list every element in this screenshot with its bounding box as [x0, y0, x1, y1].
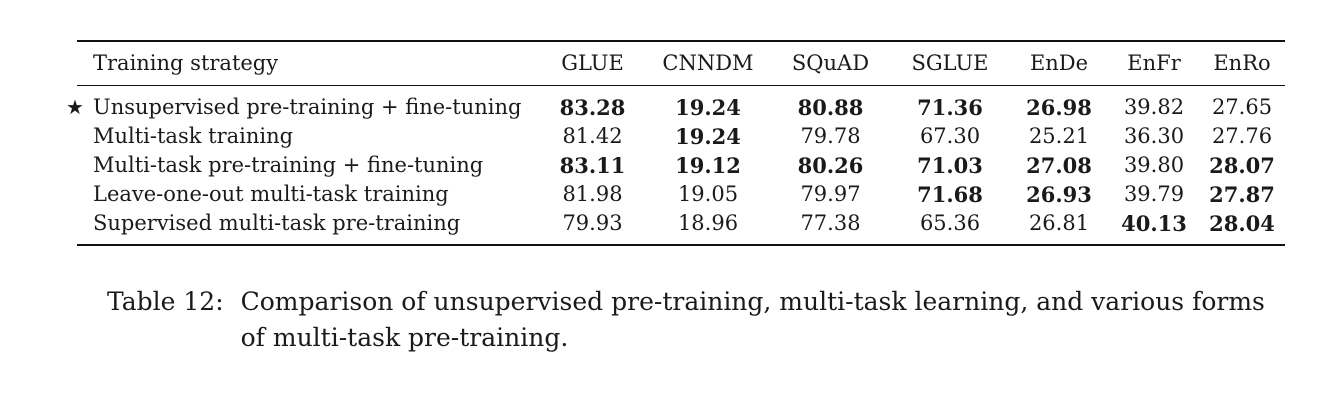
cell-cnndm: 19.24 — [675, 123, 741, 149]
baseline-star-icon: ★ — [66, 94, 84, 119]
cell-cnndm: 19.24 — [675, 94, 741, 120]
results-table: Training strategy GLUE CNNDM SQuAD SGLUE… — [66, 40, 1285, 246]
cell-squad: 80.26 — [797, 152, 864, 178]
cell-cnndm: 19.05 — [677, 181, 739, 206]
strategy-label: Multi-task pre-training + fine-tuning — [93, 152, 484, 177]
table-row: Multi-task training 81.42 19.24 79.78 67.30 2… — [77, 122, 1285, 151]
cell-enfr: 40.13 — [1109, 208, 1199, 246]
cell-glue: 81.98 — [562, 181, 623, 206]
cell-enfr: 39.79 — [1123, 181, 1185, 206]
cell-glue: 81.42 — [562, 123, 623, 148]
column-header-training-strategy: Training strategy — [77, 40, 539, 86]
table-row: Leave-one-out multi-task training 81.98 19… — [77, 180, 1285, 209]
column-header-sglue: SGLUE — [891, 40, 1009, 86]
cell-squad: 80.88 — [797, 94, 864, 120]
cell-enfr: 36.30 — [1123, 123, 1185, 148]
cell-enfr: 39.82 — [1123, 94, 1185, 119]
cell-sglue: 65.36 — [891, 208, 1009, 246]
table-row: ★ Unsupervised pre-training + fine-tuning… — [66, 85, 1285, 122]
table-header-row: Training strategy GLUE CNNDM SQuAD SGLUE… — [77, 40, 1285, 86]
cell-enro: 27.65 — [1211, 94, 1273, 119]
cell-sglue: 71.03 — [917, 152, 983, 178]
column-header-squad: SQuAD — [770, 40, 891, 86]
column-header-cnndm: CNNDM — [646, 40, 770, 86]
cell-ende: 25.21 — [1028, 123, 1090, 148]
column-header-ende: EnDe — [1009, 40, 1109, 86]
cell-sglue: 67.30 — [919, 123, 981, 148]
cell-glue: 83.11 — [559, 152, 626, 178]
column-header-glue: GLUE — [539, 40, 646, 86]
cell-training-strategy: Supervised multi-task pre-training — [77, 208, 539, 246]
cell-training-strategy: Multi-task pre-training + fine-tuning — [77, 151, 539, 180]
cell-sglue: 71.36 — [917, 94, 983, 120]
column-header-enro: EnRo — [1199, 40, 1285, 86]
strategy-label: Supervised multi-task pre-training — [93, 210, 461, 235]
cell-enro: 28.07 — [1209, 152, 1275, 178]
cell-squad: 77.38 — [770, 208, 891, 246]
table-body: ★ Unsupervised pre-training + fine-tuning… — [66, 85, 1285, 246]
cell-cnndm: 18.96 — [646, 208, 770, 246]
column-header-enfr: EnFr — [1109, 40, 1199, 86]
cell-enro: 28.04 — [1199, 208, 1285, 246]
cell-enro: 27.76 — [1211, 123, 1273, 148]
cell-ende: 26.98 — [1026, 94, 1092, 120]
cell-enro: 27.87 — [1209, 181, 1275, 207]
cell-sglue: 71.68 — [917, 181, 983, 207]
caption-text: Comparison of unsupervised pre-training,… — [240, 287, 1265, 352]
strategy-label: Multi-task training — [93, 123, 294, 148]
cell-ende: 26.93 — [1026, 181, 1092, 207]
cell-training-strategy: ★ Unsupervised pre-training + fine-tuning — [66, 85, 539, 122]
table-row: Multi-task pre-training + fine-tuning 83.… — [77, 151, 1285, 180]
table-row: Supervised multi-task pre-training 79.93 1… — [77, 208, 1285, 246]
cell-ende: 27.08 — [1026, 152, 1092, 178]
cell-glue: 83.28 — [559, 94, 626, 120]
caption-label: Table 12: — [107, 287, 224, 316]
cell-squad: 79.78 — [800, 123, 861, 148]
cell-ende: 26.81 — [1009, 208, 1109, 246]
cell-enfr: 39.80 — [1123, 152, 1185, 177]
cell-glue: 79.93 — [539, 208, 646, 246]
cell-training-strategy: Multi-task training — [77, 122, 539, 151]
cell-cnndm: 19.12 — [675, 152, 741, 178]
table-caption: Table 12: Comparison of unsupervised pre… — [107, 284, 1267, 356]
strategy-label: Leave-one-out multi-task training — [93, 181, 449, 206]
cell-training-strategy: Leave-one-out multi-task training — [77, 180, 539, 209]
results-table-container: Training strategy GLUE CNNDM SQuAD SGLUE… — [66, 40, 1285, 246]
strategy-label: Unsupervised pre-training + fine-tuning — [93, 94, 522, 119]
cell-squad: 79.97 — [800, 181, 861, 206]
